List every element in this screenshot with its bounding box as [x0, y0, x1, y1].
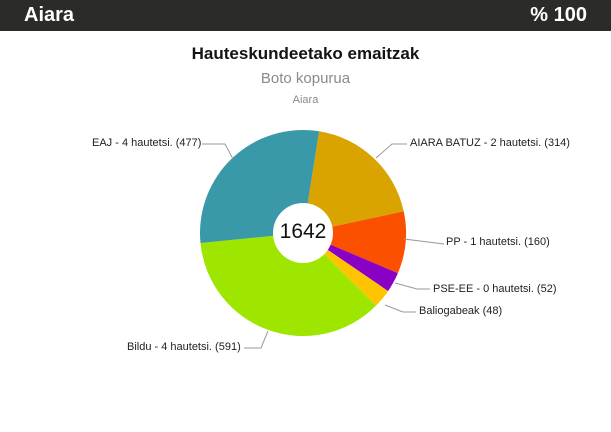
- leader-line-bildu: [244, 330, 269, 349]
- pie-slice-bildu[interactable]: [200, 233, 377, 337]
- slice-label-aiara-batuz: AIARA BATUZ - 2 hautetsi. (314): [410, 137, 570, 149]
- slice-label-pp: PP - 1 hautetsi. (160): [446, 236, 550, 248]
- pie-slice-aiara-batuz[interactable]: [303, 131, 404, 233]
- slice-label-bildu: Bildu - 4 hautetsi. (591): [127, 341, 241, 353]
- slice-label-pse-ee: PSE-EE - 0 hautetsi. (52): [433, 283, 557, 295]
- header-title: Aiara: [24, 4, 75, 26]
- chart-titles: Hauteskundeetako emaitzak Boto kopurua A…: [0, 44, 611, 106]
- slice-label-eaj: EAJ - 4 hautetsi. (477): [92, 137, 202, 149]
- leader-line-aiara-batuz: [375, 143, 407, 159]
- donut-hole: [273, 203, 333, 263]
- chart-region-label: Aiara: [292, 94, 319, 106]
- chart-subtitle: Boto kopurua: [260, 70, 351, 87]
- leader-line-eaj: [202, 143, 234, 160]
- chart-title: Hauteskundeetako emaitzak: [191, 44, 420, 63]
- header-percentage: % 100: [530, 4, 587, 26]
- donut-chart: [200, 130, 445, 349]
- leader-line-pse-ee: [394, 282, 430, 290]
- leader-line-baliogabeak: [384, 304, 416, 313]
- header-bar: Aiara % 100: [0, 0, 611, 31]
- leader-line-pp: [403, 238, 445, 245]
- pie-slice-pp[interactable]: [303, 211, 407, 274]
- slice-label-baliogabeak: Baliogabeak (48): [419, 305, 503, 317]
- total-votes: 1642: [279, 220, 327, 243]
